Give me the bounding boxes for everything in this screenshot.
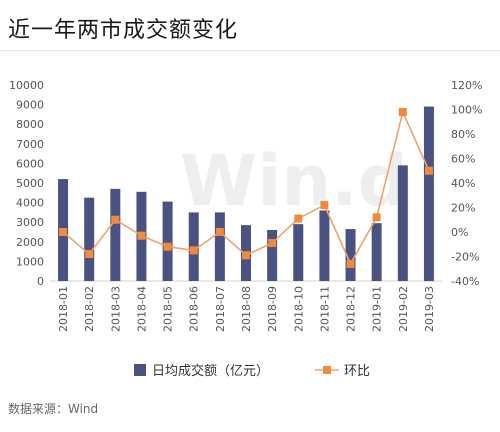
bar: [371, 223, 382, 281]
x-tick-label: 2019-02: [397, 286, 410, 332]
y-left-tick-label: 0: [37, 275, 44, 288]
legend-bar-swatch: [134, 364, 146, 376]
bar: [84, 197, 95, 281]
x-tick-label: 2018-08: [240, 286, 253, 332]
x-tick-label: 2019-01: [371, 286, 384, 332]
line-marker: [242, 251, 250, 260]
x-tick-label: 2018-03: [109, 286, 122, 332]
x-tick-label: 2019-03: [423, 286, 436, 332]
bar: [397, 165, 408, 281]
line-marker: [424, 166, 433, 175]
line-marker: [163, 242, 172, 251]
line-marker: [189, 246, 198, 255]
x-tick-label: 2018-07: [214, 286, 227, 332]
x-tick-label: 2018-04: [135, 286, 148, 332]
bar: [319, 210, 330, 281]
y-right-tick-label: 60%: [451, 153, 475, 166]
y-left-tick-label: 1000: [16, 255, 44, 268]
y-right-tick-label: 40%: [451, 177, 475, 190]
y-left-tick-label: 7000: [16, 138, 44, 151]
y-right-tick-label: 20%: [451, 202, 475, 215]
x-tick-label: 2018-02: [83, 286, 96, 332]
line-marker: [137, 231, 146, 240]
y-left-tick-label: 8000: [16, 118, 44, 131]
x-tick-label: 2018-10: [292, 286, 305, 332]
bar: [293, 224, 304, 281]
line-marker: [294, 214, 303, 223]
title-divider: [0, 50, 500, 51]
y-left-tick-label: 9000: [16, 99, 44, 112]
y-right-tick-label: -40%: [451, 275, 479, 288]
line-marker: [346, 259, 355, 268]
x-tick-label: 2018-05: [162, 286, 175, 332]
chart-title: 近一年两市成交额变化: [8, 18, 239, 43]
y-right-tick-label: 80%: [451, 128, 475, 141]
bar: [423, 106, 434, 281]
y-right-tick-label: -20%: [451, 251, 479, 264]
x-tick-label: 2018-01: [57, 286, 70, 332]
x-tick-label: 2018-06: [188, 286, 201, 332]
line-marker: [59, 228, 68, 236]
legend-bar-label: 日均成交额（亿元）: [152, 363, 269, 379]
source-note: 数据来源：Wind: [8, 402, 99, 416]
y-right-tick-label: 0%: [451, 226, 468, 239]
watermark: Win.d: [180, 140, 408, 222]
bar: [345, 229, 356, 281]
legend-line-label: 环比: [344, 364, 370, 379]
y-left-tick-label: 10000: [9, 79, 44, 92]
bar: [110, 188, 121, 281]
y-left-tick-label: 3000: [16, 216, 44, 229]
bar: [162, 201, 173, 281]
y-left-tick-label: 2000: [16, 236, 44, 249]
y-left-tick-label: 6000: [16, 157, 44, 170]
y-left-tick-label: 4000: [16, 197, 44, 210]
line-marker: [215, 228, 224, 236]
x-tick-label: 2018-09: [266, 286, 279, 332]
y-right-tick-label: 100%: [451, 104, 482, 117]
line-marker: [320, 201, 329, 210]
y-left-tick-label: 5000: [16, 177, 44, 190]
line-marker: [398, 107, 407, 116]
line-marker: [268, 239, 277, 248]
x-tick-label: 2018-12: [345, 286, 358, 332]
legend-line-marker: [323, 366, 331, 374]
line-marker: [111, 215, 120, 224]
line-marker: [85, 250, 94, 259]
x-tick-label: 2018-11: [318, 286, 331, 332]
line-marker: [372, 213, 381, 222]
bar: [214, 212, 225, 281]
y-right-tick-label: 120%: [451, 79, 482, 92]
bar: [267, 230, 278, 281]
